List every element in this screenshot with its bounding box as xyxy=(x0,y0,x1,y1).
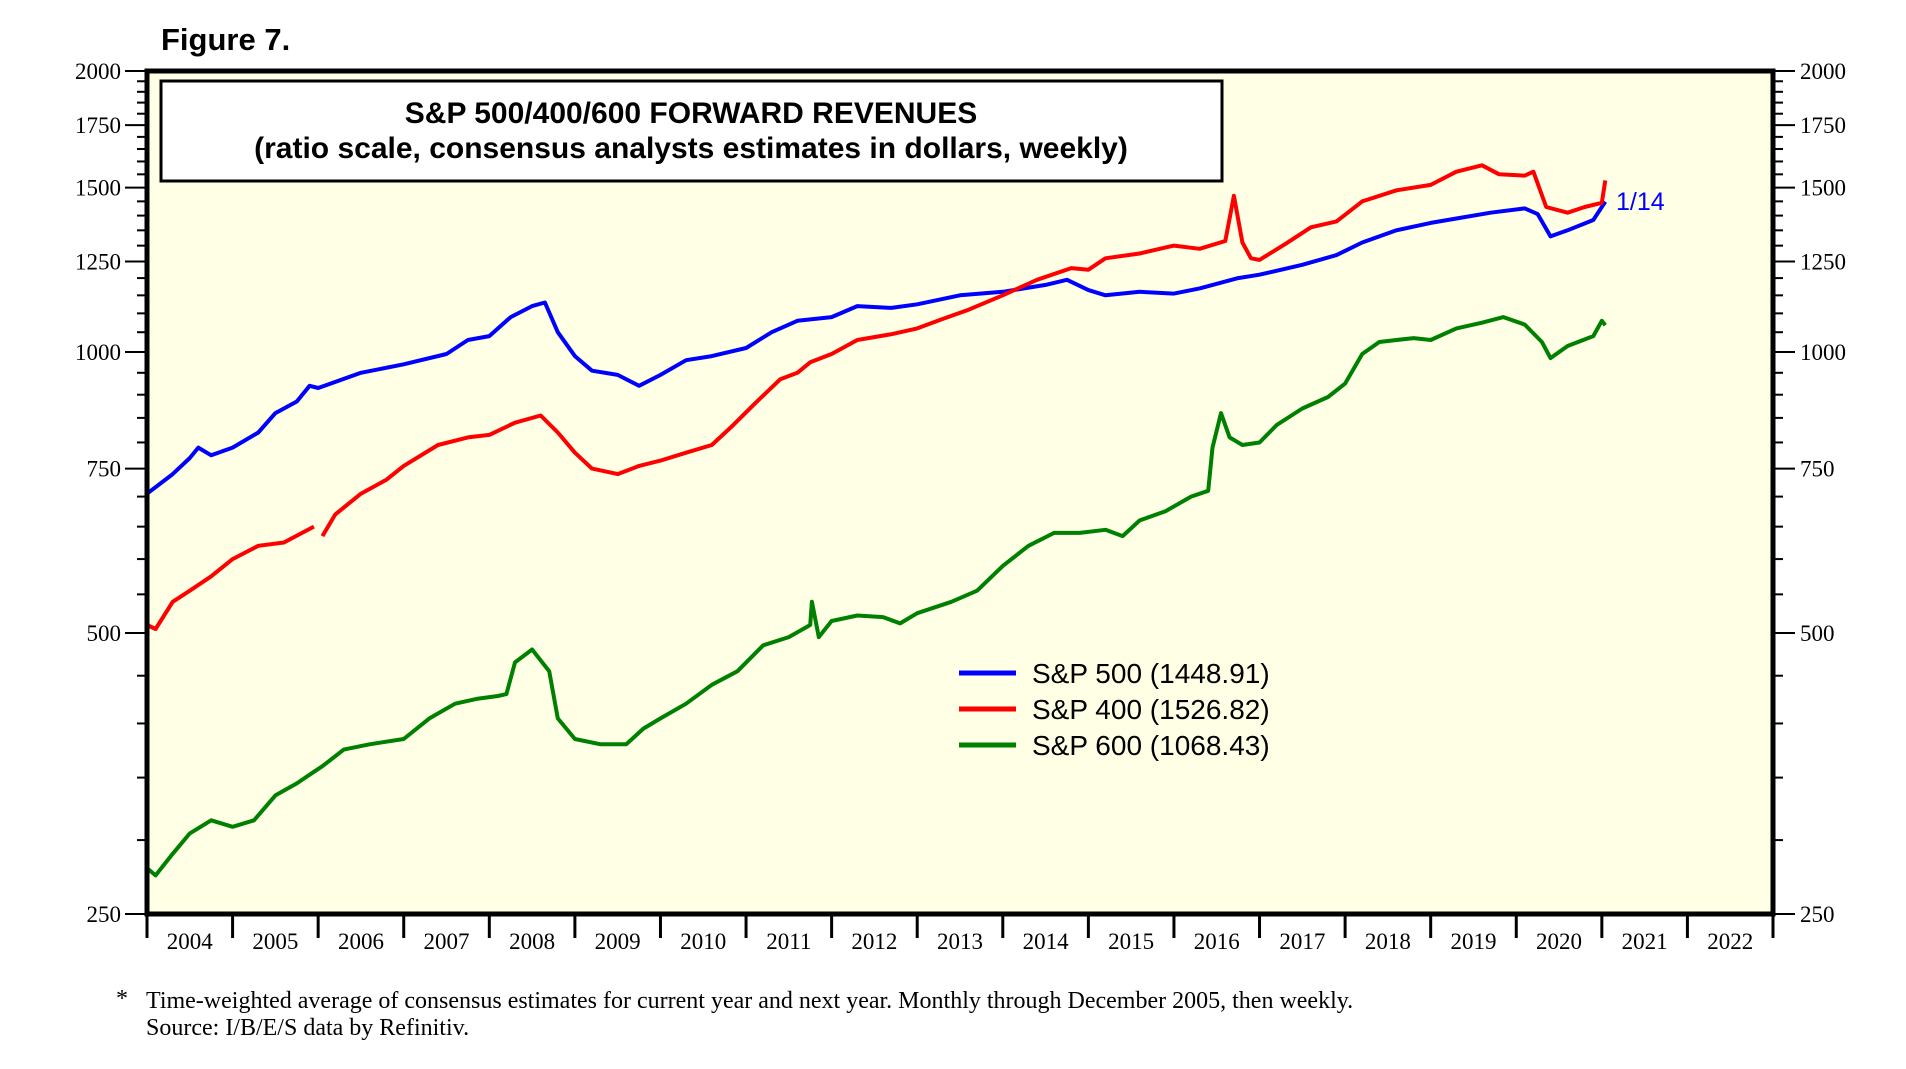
y-tick-label-left: 1750 xyxy=(75,113,121,138)
x-tick-label: 2006 xyxy=(338,929,384,954)
x-tick-label: 2010 xyxy=(680,929,726,954)
chart-subtitle: (ratio scale, consensus analysts estimat… xyxy=(254,132,1128,165)
y-tick-label-left: 500 xyxy=(87,621,122,646)
x-tick-label: 2016 xyxy=(1194,929,1240,954)
x-tick-label: 2011 xyxy=(766,929,811,954)
y-tick-label-left: 1500 xyxy=(75,176,121,201)
x-tick-label: 2013 xyxy=(937,929,983,954)
series-lines xyxy=(145,163,1608,878)
x-tick-label: 2009 xyxy=(595,929,641,954)
x-tick-label: 2008 xyxy=(509,929,555,954)
y-tick-label-left: 750 xyxy=(87,457,122,482)
y-tick-label-right: 2000 xyxy=(1800,59,1846,84)
x-tick-label: 2015 xyxy=(1108,929,1154,954)
y-tick-label-right: 750 xyxy=(1800,457,1835,482)
chart-title: S&P 500/400/600 FORWARD REVENUES xyxy=(405,97,977,130)
y-tick-label-right: 500 xyxy=(1800,621,1835,646)
footnote-text: Time-weighted average of consensus estim… xyxy=(146,988,1353,1014)
axis-ticks: 250 250 500 500 750 750 1000 1000 1250 1250 1500 15… xyxy=(75,59,1846,954)
plot-frame xyxy=(144,68,1776,917)
y-tick-label-right: 1750 xyxy=(1800,113,1846,138)
x-tick-label: 2021 xyxy=(1622,929,1668,954)
x-tick-label: 2007 xyxy=(424,929,470,954)
legend-label: S&P 600 (1068.43) xyxy=(1032,730,1270,761)
y-tick-label-right: 1250 xyxy=(1800,250,1846,275)
y-tick-label-left: 2000 xyxy=(75,59,121,84)
y-tick-label-right: 250 xyxy=(1800,902,1835,927)
footnote-marker: * xyxy=(116,986,128,1012)
figure-label: Figure 7. xyxy=(161,22,290,57)
title-box-frame xyxy=(159,79,1224,183)
plot-area xyxy=(147,71,1773,914)
title-box: S&P 500/400/600 FORWARD REVENUES (ratio … xyxy=(159,79,1224,183)
y-tick-label-left: 1250 xyxy=(75,250,121,275)
legend-label: S&P 500 (1448.91) xyxy=(1032,658,1270,689)
legend: S&P 500 (1448.91) S&P 400 (1526.82) S&P 60… xyxy=(959,658,1270,761)
x-tick-label: 2012 xyxy=(851,929,897,954)
series-line-s-p-400 xyxy=(146,163,1608,631)
series-line-s-p-500 xyxy=(145,200,1607,496)
x-tick-label: 2005 xyxy=(252,929,298,954)
y-tick-label-left: 1000 xyxy=(75,340,121,365)
x-tick-label: 2004 xyxy=(167,929,214,954)
x-tick-label: 2020 xyxy=(1536,929,1582,954)
x-tick-label: 2018 xyxy=(1365,929,1411,954)
legend-label: S&P 400 (1526.82) xyxy=(1032,694,1270,725)
series-line-s-p-600 xyxy=(145,315,1607,878)
x-tick-label: 2022 xyxy=(1707,929,1753,954)
source-text: Source: I/B/E/S data by Refinitiv. xyxy=(146,1015,469,1041)
y-tick-label-left: 250 xyxy=(87,902,122,927)
y-tick-label-right: 1000 xyxy=(1800,340,1846,365)
x-tick-label: 2014 xyxy=(1023,929,1070,954)
y-tick-label-right: 1500 xyxy=(1800,176,1846,201)
x-tick-label: 2017 xyxy=(1279,929,1325,954)
date-annotation: 1/14 xyxy=(1616,188,1665,216)
x-tick-label: 2019 xyxy=(1450,929,1496,954)
